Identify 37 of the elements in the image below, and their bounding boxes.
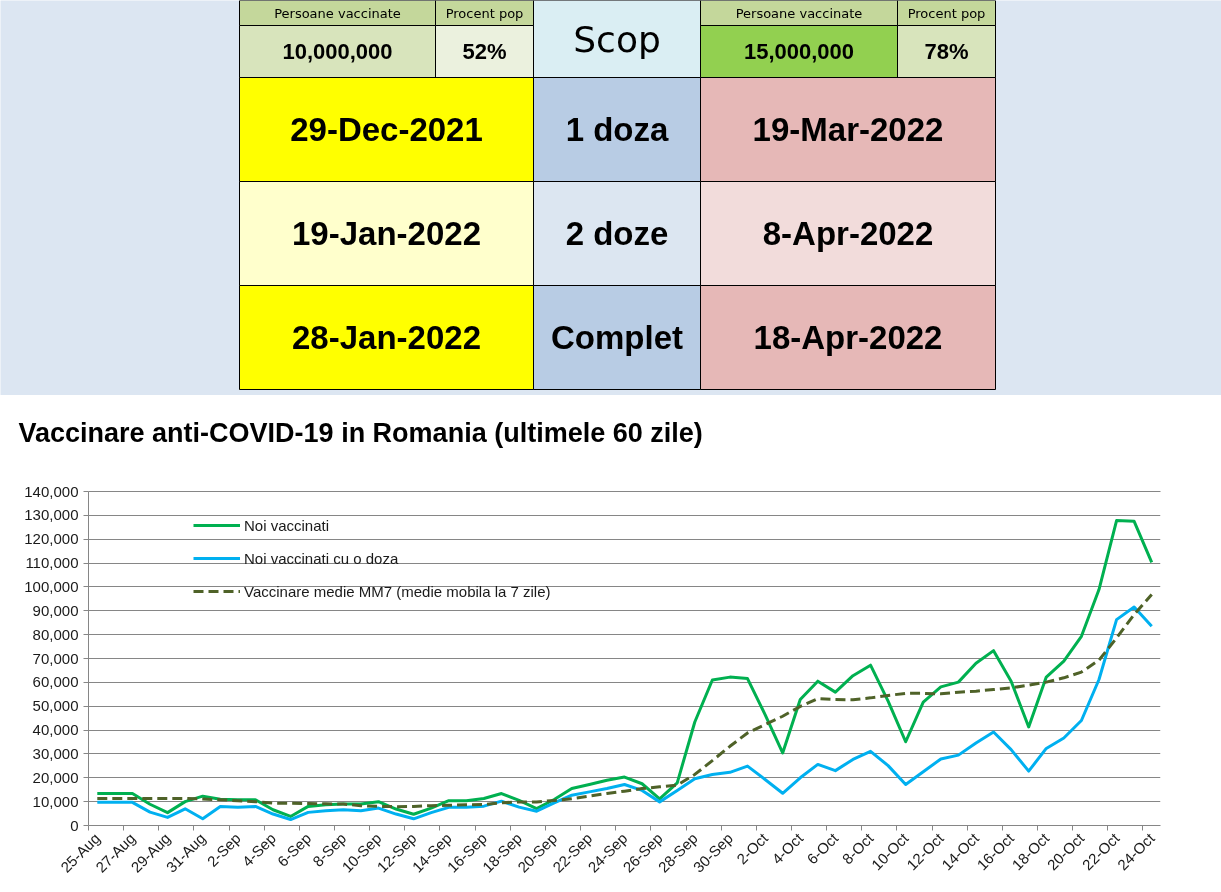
y-tick-label: 100,000 <box>24 577 79 595</box>
text: 1 doza <box>565 111 669 148</box>
text: 8-Apr-2022 <box>762 215 934 252</box>
y-tick-label: 40,000 <box>32 721 79 739</box>
legend-label: Noi vaccinati <box>244 515 330 536</box>
text: 28-Jan-2022 <box>292 319 481 356</box>
y-tick-label: 60,000 <box>32 673 79 691</box>
y-tick-label: 130,000 <box>24 506 79 524</box>
chart-title: Vaccinare anti-COVID-19 in Romania (ultimele 60 zile) <box>18 417 703 448</box>
text: 2 doze <box>565 215 669 252</box>
y-tick-label: 140,000 <box>24 482 79 500</box>
y-tick-label: 80,000 <box>32 625 79 643</box>
y-tick-label: 90,000 <box>32 601 79 619</box>
text: 78% <box>924 39 969 64</box>
y-tick-label: 0 <box>70 816 79 834</box>
y-tick-label: 50,000 <box>32 697 79 715</box>
legend-label: Vaccinare medie MM7 (medie mobila la 7 zile) <box>244 581 551 602</box>
y-tick-label: 120,000 <box>24 530 79 548</box>
text: Scop <box>573 18 661 60</box>
text: 10,000,000 <box>282 39 393 64</box>
legend-label: Noi vaccinati cu o doza <box>244 548 399 569</box>
text: Complet <box>551 319 684 356</box>
text: Persoane vaccinate <box>274 5 401 21</box>
text: 15,000,000 <box>743 39 855 64</box>
text: 18-Apr-2022 <box>753 319 943 356</box>
text: Procent pop <box>907 5 986 21</box>
y-tick-label: 10,000 <box>32 792 79 810</box>
y-tick-label: 20,000 <box>32 768 79 786</box>
text: 19-Mar-2022 <box>752 111 944 148</box>
text: 29-Dec-2021 <box>290 111 483 148</box>
text: Persoane vaccinate <box>735 5 863 21</box>
y-tick-label: 70,000 <box>32 649 79 667</box>
text: Procent pop <box>445 5 524 21</box>
y-tick-label: 110,000 <box>25 554 79 572</box>
y-tick-label: 30,000 <box>32 744 79 762</box>
text: 19-Jan-2022 <box>292 215 481 252</box>
text: 52% <box>462 39 507 64</box>
